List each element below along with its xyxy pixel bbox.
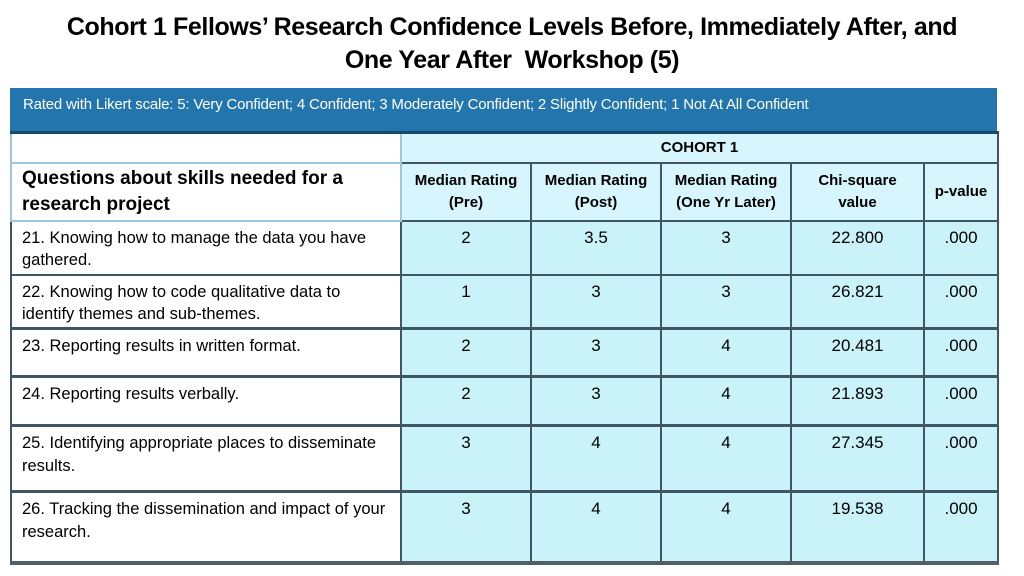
table-row-q22: 22. Knowing how to code qualitative data… xyxy=(10,273,1000,330)
median-one-yr-cell: 4 xyxy=(660,327,792,378)
question-cell: 24. Reporting results verbally. xyxy=(10,375,402,427)
chi-square-cell: 27.345 xyxy=(790,424,925,493)
column-header-median-pre: Median Rating (Pre) xyxy=(400,161,532,222)
column-header-line: p-value xyxy=(934,182,988,200)
median-post-cell: 3.5 xyxy=(530,219,662,276)
likert-scale-banner: Rated with Likert scale: 5: Very Confide… xyxy=(10,88,997,131)
chi-square-cell: 21.893 xyxy=(790,375,925,427)
column-header-line: Median Rating xyxy=(674,171,778,189)
slide-title-line-1: Cohort 1 Fellows’ Research Confidence Le… xyxy=(66,13,958,41)
p-value-cell: .000 xyxy=(922,490,1000,564)
row-header-title: Questions about skills needed for a rese… xyxy=(10,161,402,222)
corner-cell xyxy=(10,131,402,164)
median-one-yr-cell: 4 xyxy=(660,424,792,493)
column-header-line: Chi-square xyxy=(818,171,897,189)
question-cell: 21. Knowing how to manage the data you h… xyxy=(10,219,402,276)
cohort-group-header: COHORT 1 xyxy=(399,131,1000,164)
median-post-cell: 4 xyxy=(530,490,662,564)
median-post-cell: 3 xyxy=(530,327,662,378)
median-one-yr-cell: 4 xyxy=(660,375,792,427)
question-cell: 26. Tracking the dissemination and impac… xyxy=(10,490,402,564)
median-pre-cell: 3 xyxy=(400,490,532,564)
p-value-cell: .000 xyxy=(922,219,1000,276)
median-pre-cell: 1 xyxy=(400,273,532,330)
median-one-yr-cell: 4 xyxy=(660,490,792,564)
p-value-cell: .000 xyxy=(922,327,1000,378)
median-post-cell: 4 xyxy=(530,424,662,493)
table-row-q26: 26. Tracking the dissemination and impac… xyxy=(10,490,1000,564)
median-pre-cell: 2 xyxy=(400,219,532,276)
column-header-median-one-yr: Median Rating (One Yr Later) xyxy=(660,161,792,222)
column-header-line: (Post) xyxy=(574,193,618,211)
p-value-cell: .000 xyxy=(922,375,1000,427)
column-header-median-post: Median Rating (Post) xyxy=(530,161,662,222)
cohort-header-row: COHORT 1 xyxy=(10,131,1000,164)
column-header-chi-square: Chi-square value xyxy=(790,161,925,222)
table-row-q25: 25. Identifying appropriate places to di… xyxy=(10,424,1000,493)
question-cell: 23. Reporting results in written format. xyxy=(10,327,402,378)
column-header-line: (Pre) xyxy=(448,193,484,211)
median-one-yr-cell: 3 xyxy=(660,273,792,330)
column-header-line: Median Rating xyxy=(414,171,518,189)
p-value-cell: .000 xyxy=(922,273,1000,330)
chi-square-cell: 26.821 xyxy=(790,273,925,330)
median-pre-cell: 2 xyxy=(400,375,532,427)
median-post-cell: 3 xyxy=(530,375,662,427)
chi-square-cell: 20.481 xyxy=(790,327,925,378)
column-header-p-value: p-value xyxy=(922,161,1000,222)
table-row-q21: 21. Knowing how to manage the data you h… xyxy=(10,219,1000,276)
column-header-line: value xyxy=(838,193,877,211)
table-row-q23: 23. Reporting results in written format.… xyxy=(10,327,1000,378)
question-cell: 25. Identifying appropriate places to di… xyxy=(10,424,402,493)
question-cell: 22. Knowing how to code qualitative data… xyxy=(10,273,402,330)
column-header-line: Median Rating xyxy=(544,171,648,189)
column-header-line: (One Yr Later) xyxy=(676,193,776,211)
chi-square-cell: 19.538 xyxy=(790,490,925,564)
slide-title: Cohort 1 Fellows’ Research Confidence Le… xyxy=(0,0,1024,77)
column-header-row: Questions about skills needed for a rese… xyxy=(10,161,1000,222)
slide-title-line-2: One Year After Workshop (5) xyxy=(344,46,680,74)
median-pre-cell: 3 xyxy=(400,424,532,493)
p-value-cell: .000 xyxy=(922,424,1000,493)
median-post-cell: 3 xyxy=(530,273,662,330)
median-pre-cell: 2 xyxy=(400,327,532,378)
table-row-q24: 24. Reporting results verbally. 2 3 4 21… xyxy=(10,375,1000,427)
median-one-yr-cell: 3 xyxy=(660,219,792,276)
chi-square-cell: 22.800 xyxy=(790,219,925,276)
confidence-table: COHORT 1 Questions about skills needed f… xyxy=(10,131,1000,565)
